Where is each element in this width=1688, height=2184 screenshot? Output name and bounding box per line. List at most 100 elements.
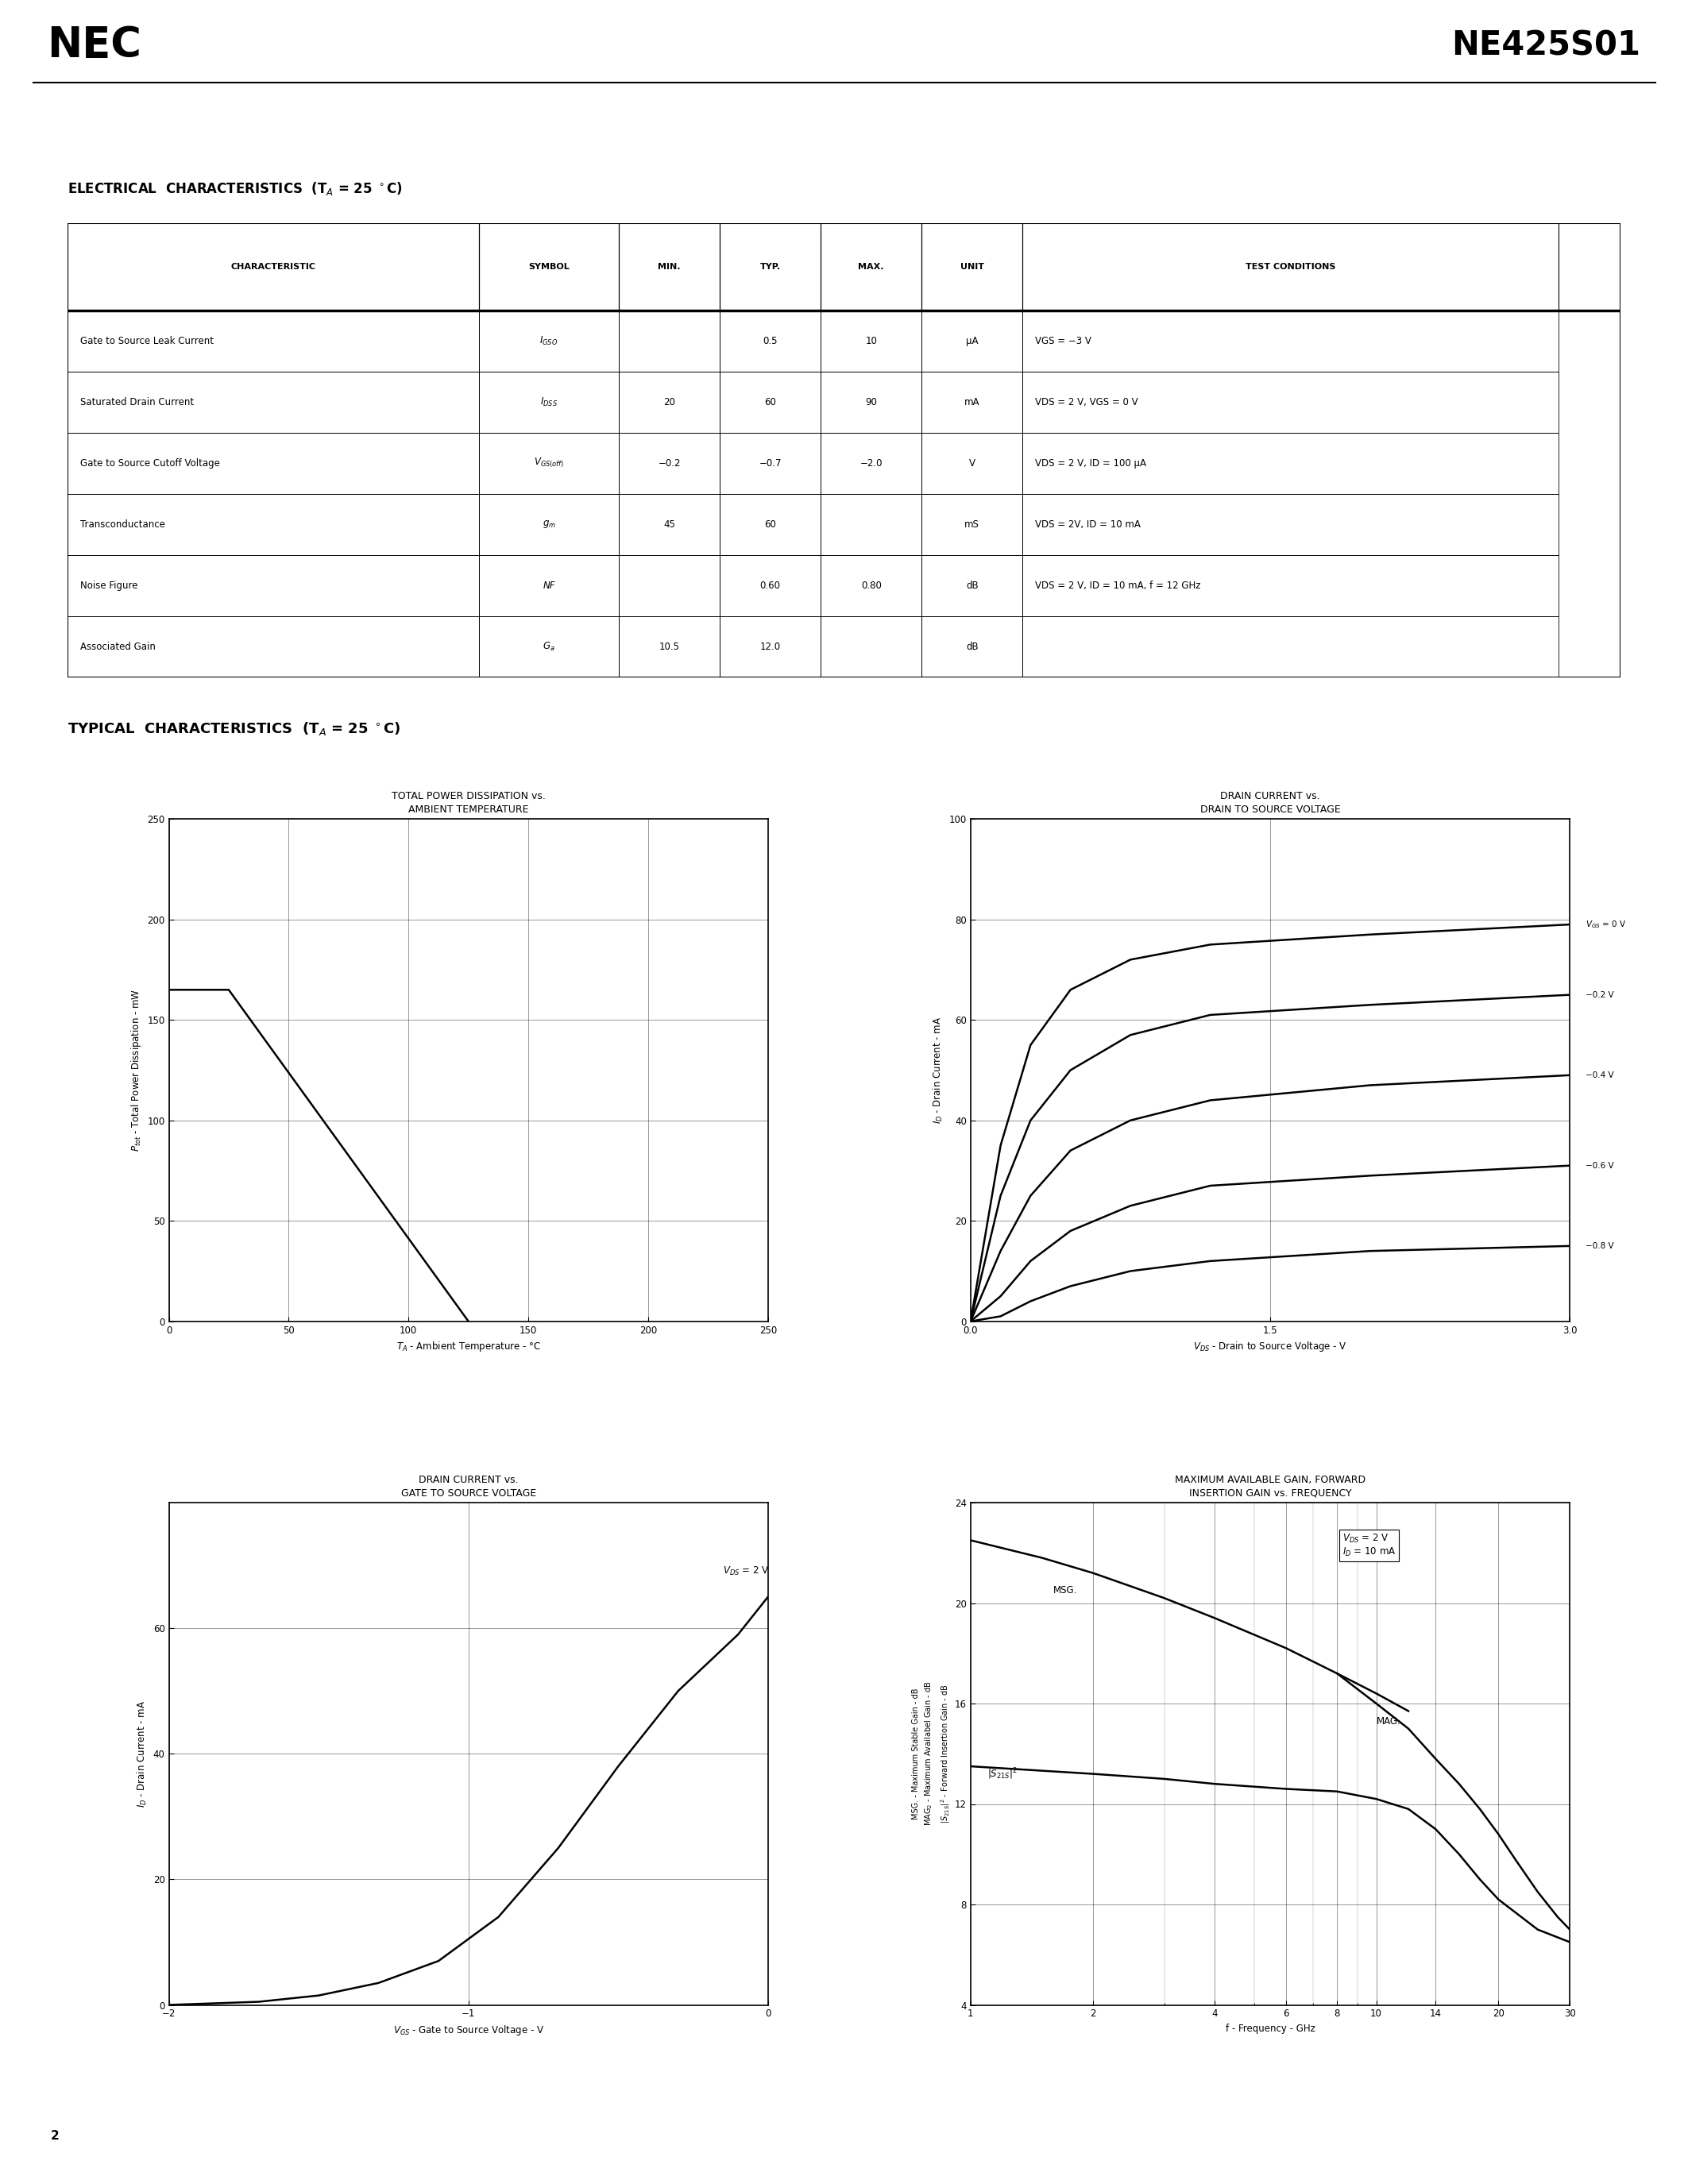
Bar [922, 616, 1023, 677]
Bar [719, 616, 820, 677]
Text: $I_{GSO}$: $I_{GSO}$ [540, 334, 559, 347]
Bar [68, 494, 479, 555]
Bar [820, 432, 922, 494]
Bar [619, 310, 719, 371]
Text: VGS = −3 V: VGS = −3 V [1035, 336, 1092, 345]
Bar [68, 310, 479, 371]
Text: Gate to Source Cutoff Voltage: Gate to Source Cutoff Voltage [79, 459, 219, 467]
Text: −0.2 V: −0.2 V [1585, 992, 1614, 998]
Bar [820, 223, 922, 310]
Text: Saturated Drain Current: Saturated Drain Current [79, 397, 194, 406]
Bar [719, 494, 820, 555]
Bar [68, 432, 479, 494]
Text: TYPICAL  CHARACTERISTICS  (T$_A$ = 25 $^\circ$C): TYPICAL CHARACTERISTICS (T$_A$ = 25 $^\c… [68, 721, 400, 738]
Text: 0.60: 0.60 [760, 581, 780, 590]
Text: μA: μA [966, 336, 979, 345]
Bar [922, 310, 1023, 371]
Text: Gate to Source Leak Current: Gate to Source Leak Current [79, 336, 213, 345]
Text: VDS = 2 V, ID = 10 mA, f = 12 GHz: VDS = 2 V, ID = 10 mA, f = 12 GHz [1035, 581, 1200, 590]
Text: CHARACTERISTIC: CHARACTERISTIC [231, 262, 316, 271]
Text: 2: 2 [51, 2129, 59, 2143]
Text: TEST CONDITIONS: TEST CONDITIONS [1246, 262, 1335, 271]
Bar [619, 494, 719, 555]
X-axis label: $V_{DS}$ - Drain to Source Voltage - V: $V_{DS}$ - Drain to Source Voltage - V [1193, 1341, 1347, 1354]
Bar [479, 310, 619, 371]
Text: 60: 60 [765, 520, 776, 529]
Text: NF: NF [544, 581, 555, 590]
Text: NE425S01: NE425S01 [1452, 28, 1641, 63]
Bar [719, 432, 820, 494]
Title: DRAIN CURRENT vs.
DRAIN TO SOURCE VOLTAGE: DRAIN CURRENT vs. DRAIN TO SOURCE VOLTAG… [1200, 791, 1340, 815]
Text: $V_{GS(off)}$: $V_{GS(off)}$ [533, 456, 564, 470]
Bar [68, 616, 479, 677]
X-axis label: $V_{GS}$ - Gate to Source Voltage - V: $V_{GS}$ - Gate to Source Voltage - V [393, 2025, 544, 2038]
Bar [1023, 223, 1558, 310]
Text: $V_{GS}$ = 0 V: $V_{GS}$ = 0 V [1585, 919, 1627, 930]
Bar [68, 371, 479, 432]
Text: 10.5: 10.5 [658, 642, 680, 651]
Text: 90: 90 [866, 397, 878, 406]
X-axis label: $T_{A}$ - Ambient Temperature - °C: $T_{A}$ - Ambient Temperature - °C [397, 1341, 540, 1354]
Title: TOTAL POWER DISSIPATION vs.
AMBIENT TEMPERATURE: TOTAL POWER DISSIPATION vs. AMBIENT TEMP… [392, 791, 545, 815]
Text: 0.80: 0.80 [861, 581, 881, 590]
Bar [820, 371, 922, 432]
Bar [922, 494, 1023, 555]
Bar [922, 223, 1023, 310]
Text: $V_{DS}$ = 2 V
$I_D$ = 10 mA: $V_{DS}$ = 2 V $I_D$ = 10 mA [1342, 1533, 1396, 1559]
Text: 20: 20 [663, 397, 675, 406]
Bar [1023, 310, 1558, 371]
Bar [1023, 616, 1558, 677]
Bar [820, 616, 922, 677]
Bar [619, 432, 719, 494]
Title: MAXIMUM AVAILABLE GAIN, FORWARD
INSERTION GAIN vs. FREQUENCY: MAXIMUM AVAILABLE GAIN, FORWARD INSERTIO… [1175, 1474, 1366, 1498]
Y-axis label: $P_{tot}$ - Total Power Dissipation - mW: $P_{tot}$ - Total Power Dissipation - mW [130, 989, 143, 1151]
Text: V: V [969, 459, 976, 467]
Y-axis label: $I_{D}$ - Drain Current - mA: $I_{D}$ - Drain Current - mA [932, 1016, 945, 1125]
Bar [1023, 555, 1558, 616]
Text: mA: mA [964, 397, 979, 406]
Text: $V_{DS}$ = 2 V: $V_{DS}$ = 2 V [722, 1566, 770, 1577]
Text: MAX.: MAX. [858, 262, 885, 271]
Text: VDS = 2 V, VGS = 0 V: VDS = 2 V, VGS = 0 V [1035, 397, 1138, 406]
Bar [719, 555, 820, 616]
Text: TYP.: TYP. [760, 262, 780, 271]
Bar [479, 616, 619, 677]
Text: UNIT: UNIT [960, 262, 984, 271]
Text: $I_{DSS}$: $I_{DSS}$ [540, 395, 557, 408]
Bar [820, 310, 922, 371]
Bar [479, 555, 619, 616]
Bar [479, 494, 619, 555]
Text: dB: dB [966, 642, 979, 651]
Text: ELECTRICAL  CHARACTERISTICS  (T$_A$ = 25 $^\circ$C): ELECTRICAL CHARACTERISTICS (T$_A$ = 25 $… [68, 181, 402, 197]
Text: Noise Figure: Noise Figure [79, 581, 137, 590]
Text: $g_{m}$: $g_{m}$ [542, 520, 555, 531]
Bar [68, 555, 479, 616]
Bar [1023, 371, 1558, 432]
Bar [479, 223, 619, 310]
Text: VDS = 2 V, ID = 100 μA: VDS = 2 V, ID = 100 μA [1035, 459, 1146, 467]
Text: MSG.: MSG. [1053, 1586, 1077, 1597]
Text: −0.6 V: −0.6 V [1585, 1162, 1614, 1171]
Text: −0.7: −0.7 [760, 459, 782, 467]
Bar [820, 494, 922, 555]
Text: mS: mS [964, 520, 979, 529]
Bar [68, 223, 479, 310]
Text: 12.0: 12.0 [760, 642, 780, 651]
Bar [922, 371, 1023, 432]
Text: MAG.: MAG. [1376, 1717, 1401, 1725]
Text: 10: 10 [866, 336, 878, 345]
Text: 60: 60 [765, 397, 776, 406]
Bar [922, 432, 1023, 494]
Text: −2.0: −2.0 [859, 459, 883, 467]
Bar [1023, 432, 1558, 494]
Bar [1023, 494, 1558, 555]
Y-axis label: $I_{D}$ - Drain Current - mA: $I_{D}$ - Drain Current - mA [137, 1699, 149, 1808]
Bar [479, 371, 619, 432]
Text: $G_{a}$: $G_{a}$ [544, 640, 555, 653]
Bar [619, 555, 719, 616]
Text: Associated Gain: Associated Gain [79, 642, 155, 651]
Text: NEC: NEC [47, 24, 142, 66]
Text: −0.4 V: −0.4 V [1585, 1070, 1614, 1079]
Bar [820, 555, 922, 616]
Text: SYMBOL: SYMBOL [528, 262, 569, 271]
